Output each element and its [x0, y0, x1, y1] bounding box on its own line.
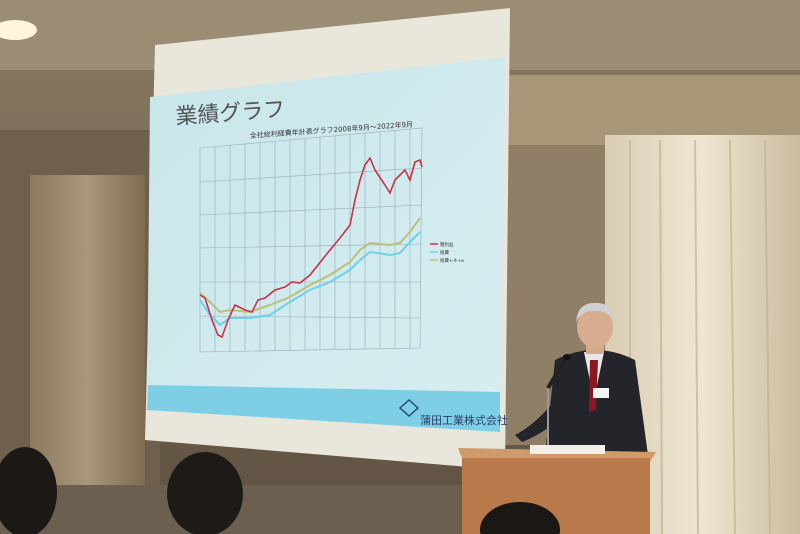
- audience-head: [167, 452, 243, 534]
- chart-legend: 粗利益 経費 経費+ネ+α: [430, 241, 464, 264]
- slide: [147, 57, 505, 432]
- audience-head: [480, 502, 560, 534]
- papers: [530, 445, 605, 454]
- ceiling-light: [0, 20, 37, 40]
- left-curtain: [30, 175, 145, 485]
- slide-footer: [147, 385, 500, 432]
- chart-grid: [199, 127, 423, 353]
- right-cornice: [505, 75, 800, 145]
- presenter: [515, 302, 648, 455]
- name-badge: [593, 388, 609, 398]
- series-line-green: [199, 217, 421, 314]
- audience-head: [0, 447, 57, 534]
- legend-item: 粗利益: [440, 241, 454, 248]
- svg-text:蒲田工業株式会社: 蒲田工業株式会社: [420, 413, 508, 427]
- legend-item: 経費+ネ+α: [440, 257, 464, 264]
- series-line-cyan: [199, 231, 421, 327]
- legend-item: 経費: [440, 249, 449, 256]
- company-logo: 蒲田工業株式会社: [398, 398, 508, 427]
- series-line-red: [199, 156, 423, 339]
- microphone: [546, 354, 571, 445]
